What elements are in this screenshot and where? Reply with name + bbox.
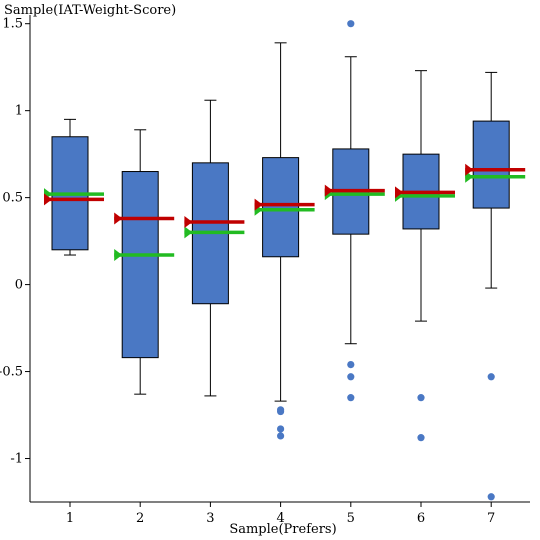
x-tick-label: 7 [487,511,495,526]
outlier-point [347,360,355,369]
mean-marker [184,215,193,228]
box-3 [184,99,245,397]
reference-marker [114,249,123,262]
outlier-point [487,373,495,381]
y-tick-label: 0 [15,278,23,293]
mean-marker [114,212,123,225]
reference-marker [184,226,193,239]
x-tick-label: 3 [206,511,214,526]
outlier-point [277,425,285,433]
box-1 [44,118,104,256]
box-5 [324,20,385,402]
y-tick-label: -0.5 [0,365,23,380]
mean-marker [44,193,52,206]
x-axis-title: Sample(Prefers) [229,522,336,537]
outlier-point [277,432,285,440]
y-tick-label: 1.5 [2,17,23,32]
mean-marker [254,198,263,211]
box-body [472,120,510,209]
box-2 [114,129,175,395]
y-tick-label: 1 [15,104,23,119]
x-tick-label: 6 [417,511,425,526]
mean-marker [465,163,474,176]
box-4 [254,42,315,440]
y-tick-label: 0.5 [2,191,23,206]
outlier-point [347,394,355,402]
y-axis-title: Sample(IAT-Weight-Score) [4,3,176,18]
x-tick-label: 4 [276,511,284,526]
outlier-point [277,407,285,416]
x-tick-label: 1 [66,511,74,526]
mean-marker [324,184,333,197]
box-7 [465,71,526,501]
outlier-point [347,373,355,381]
x-tick-label: 2 [136,511,144,526]
y-tick-label: -1 [10,452,23,467]
box-6 [395,70,455,442]
box-body [262,157,300,258]
x-tick-label: 5 [347,511,355,526]
outlier-point [487,493,495,501]
outlier-point [417,394,425,402]
axes: 1.5 1 0.5 0 -0.5 -1 1 2 3 4 5 6 7 [0,15,530,526]
box-series [44,20,526,501]
outlier-point [347,20,355,28]
box-body [121,171,159,359]
outlier-point [417,434,425,442]
mean-marker [395,186,403,199]
